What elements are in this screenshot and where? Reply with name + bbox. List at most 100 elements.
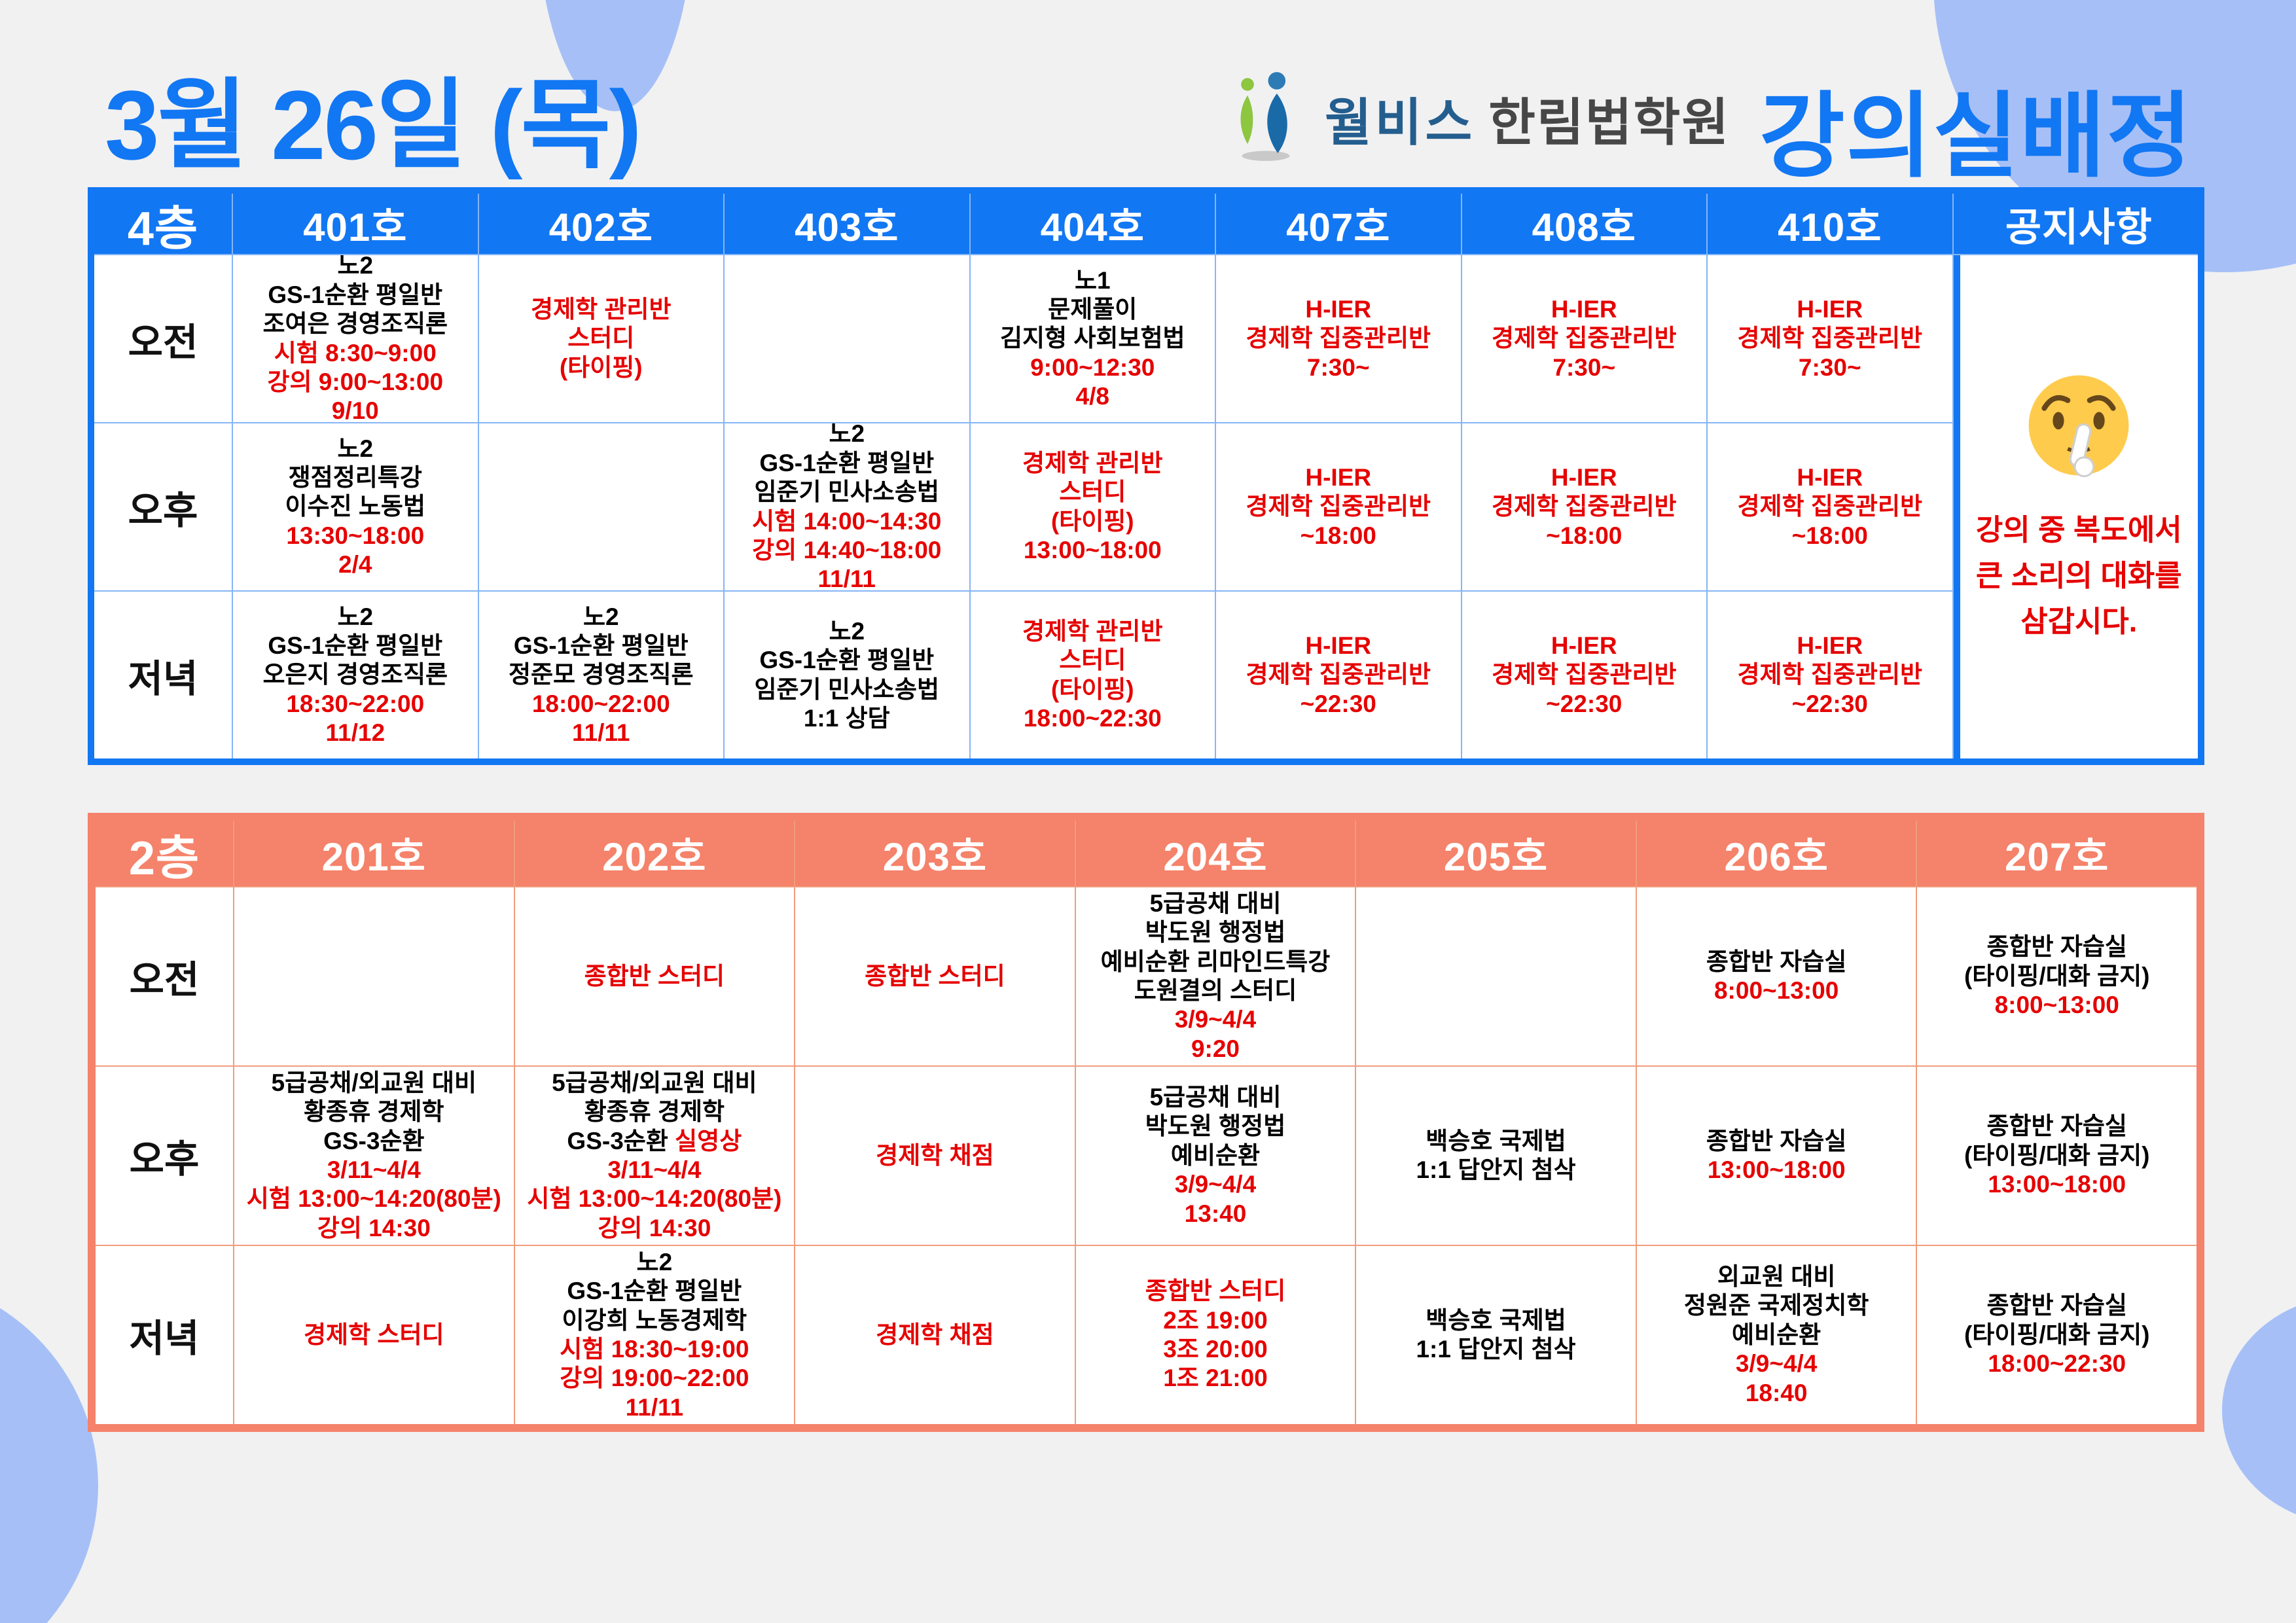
- row-label-오전: 오전: [94, 255, 232, 422]
- room-header-206호: 206호: [1636, 821, 1916, 886]
- notice-line: 삼갑시다.: [2020, 604, 2138, 638]
- schedule-line: ~18:00: [1300, 522, 1376, 549]
- schedule-line: GS-1순환 평일반: [759, 647, 935, 674]
- notice-header: 공지사항: [1953, 194, 2198, 254]
- schedule-line: (타이핑): [1050, 507, 1134, 535]
- schedule-line: 황종휴 경제학: [304, 1098, 444, 1126]
- room-header-407호: 407호: [1216, 194, 1461, 254]
- schedule-line: 노2: [829, 423, 865, 448]
- schedule-line: 9:00~12:30: [1030, 353, 1155, 381]
- schedule-line: 18:00~22:30: [1988, 1350, 2126, 1378]
- schedule-line: 강의 14:30: [317, 1214, 431, 1241]
- row-label-오후: 오후: [96, 1067, 233, 1245]
- schedule-line: ~22:30: [1300, 690, 1376, 717]
- date-title: 3월 26일 (목): [105, 70, 642, 180]
- schedule-line: 노2: [337, 603, 374, 630]
- page-title: 강의실배정: [1759, 84, 2194, 188]
- schedule-line: 임준기 민사소송법: [754, 478, 940, 506]
- schedule-line: 경제학 채점: [876, 1321, 994, 1348]
- schedule-line: H-IER: [1551, 463, 1617, 491]
- schedule-line: 종합반 자습실: [1986, 1113, 2127, 1140]
- decor-circle-right: [2222, 1296, 2296, 1525]
- schedule-line: 예비순환: [1732, 1321, 1821, 1348]
- schedule-line: H-IER: [1797, 463, 1863, 491]
- schedule-line: 5급공채/외교원 대비: [271, 1069, 477, 1096]
- schedule-line: 3/11~4/4: [327, 1156, 421, 1183]
- room-header-401호: 401호: [233, 194, 478, 254]
- schedule-line: GS-1순환 평일반: [268, 632, 443, 659]
- schedule-line: 1:1 답안지 첨삭: [1416, 1336, 1576, 1363]
- schedule-cell-f4-402호-저녁: 노2 GS-1순환 평일반 정준모 경영조직론 18:00~22:00 11/11: [478, 592, 723, 758]
- schedule-line: GS-1순환 평일반: [567, 1277, 742, 1305]
- floor2-schedule-table: 2층 201호 202호 203호 204호 205호 206호 207호 오전 종합반 스터디 종…: [88, 813, 2204, 1432]
- schedule-line: ~18:00: [1791, 522, 1868, 549]
- row-label-오후: 오후: [94, 423, 232, 590]
- schedule-line: 7:30~: [1306, 353, 1370, 381]
- schedule-line: 2/4: [338, 551, 372, 579]
- schedule-line: 경제학 집중관리반: [1491, 493, 1677, 520]
- schedule-line: 노2: [583, 603, 619, 630]
- schedule-line: H-IER: [1797, 632, 1863, 659]
- schedule-line: 조여은 경영조직론: [262, 310, 448, 338]
- schedule-cell-f2-207호-오후: 종합반 자습실 (타이핑/대화 금지) 13:00~18:00: [1917, 1067, 2197, 1245]
- schedule-line: 5급공채 대비: [1149, 889, 1282, 917]
- schedule-line: 노2: [636, 1248, 673, 1275]
- schedule-cell-f4-404호-오전: 노1 문제풀이 김지형 사회보험법 9:00~12:30 4/8: [970, 255, 1215, 422]
- room-header-204호: 204호: [1075, 821, 1355, 886]
- schedule-line: 경제학 집중관리반: [1246, 325, 1431, 352]
- schedule-line: 박도원 행정법: [1145, 1113, 1286, 1140]
- row-label-저녁: 저녁: [96, 1246, 233, 1424]
- schedule-line: 13:30~18:00: [286, 522, 425, 549]
- schedule-cell-f2-207호-오전: 종합반 자습실 (타이핑/대화 금지) 8:00~13:00: [1917, 887, 2197, 1065]
- schedule-line: (타이핑/대화 금지): [1964, 1321, 2150, 1348]
- schedule-line: 시험 14:00~14:30: [752, 507, 942, 535]
- f4-floor-label: 4층: [94, 194, 232, 255]
- schedule-line-segment: GS-3순환: [567, 1127, 675, 1154]
- schedule-line: 2조 19:00: [1163, 1306, 1268, 1334]
- schedule-line: 예비순환 리마인드특강: [1100, 948, 1331, 975]
- schedule-line: 시험 13:00~14:20(80분): [246, 1185, 501, 1213]
- schedule-line: GS-1순환 평일반: [759, 449, 935, 476]
- schedule-line: 경제학 집중관리반: [1246, 493, 1431, 520]
- schedule-cell-f2-202호-오전: 종합반 스터디: [514, 887, 795, 1065]
- schedule-line: 11/11: [625, 1393, 684, 1421]
- schedule-line: 경제학 스터디: [304, 1321, 444, 1348]
- schedule-cell-f2-207호-저녁: 종합반 자습실 (타이핑/대화 금지) 18:00~22:30: [1917, 1246, 2197, 1424]
- schedule-line: 1조 21:00: [1163, 1364, 1268, 1392]
- schedule-cell-f2-201호-오전: [234, 887, 514, 1065]
- schedule-line: 경제학 집중관리반: [1491, 325, 1677, 352]
- notice-cell: 강의 중 복도에서 큰 소리의 대화를 삼갑시다.: [1953, 255, 2198, 758]
- schedule-cell-f2-206호-오전: 종합반 자습실 8:00~13:00: [1636, 887, 1916, 1065]
- schedule-cell-f4-401호-오전: 노2 GS-1순환 평일반 조여은 경영조직론 시험 8:30~9:00 강의 9:00…: [233, 255, 478, 422]
- schedule-line: 강의 9:00~13:00: [267, 368, 444, 395]
- schedule-line: 정원준 국제정치학: [1683, 1292, 1869, 1319]
- schedule-line: 경제학 집중관리반: [1491, 661, 1677, 688]
- schedule-cell-f4-407호-오전: H-IER 경제학 집중관리반 7:30~: [1216, 255, 1461, 422]
- schedule-cell-f4-403호-오전: [725, 255, 969, 422]
- schedule-cell-f4-404호-오후: 경제학 관리반 스터디 (타이핑) 13:00~18:00: [970, 423, 1215, 590]
- schedule-cell-f4-404호-저녁: 경제학 관리반 스터디 (타이핑) 18:00~22:30: [970, 592, 1215, 758]
- schedule-cell-f4-401호-저녁: 노2 GS-1순환 평일반 오은지 경영조직론 18:30~22:00 11/12: [233, 592, 478, 758]
- schedule-line: H-IER: [1797, 295, 1863, 323]
- schedule-line: 13:40: [1184, 1200, 1247, 1227]
- schedule-line: 황종휴 경제학: [584, 1098, 725, 1126]
- room-header-203호: 203호: [795, 821, 1075, 886]
- row-label-저녁: 저녁: [94, 592, 232, 758]
- schedule-line: 9:20: [1191, 1035, 1240, 1062]
- schedule-cell-f4-407호-저녁: H-IER 경제학 집중관리반 ~22:30: [1216, 592, 1461, 758]
- schedule-cell-f4-401호-오후: 노2 쟁점정리특강 이수진 노동법 13:30~18:00 2/4: [233, 423, 478, 590]
- schedule-line: 김지형 사회보험법: [999, 325, 1185, 352]
- schedule-line: 7:30~: [1798, 353, 1861, 381]
- room-header-201호: 201호: [234, 821, 514, 886]
- room-header-205호: 205호: [1356, 821, 1636, 886]
- room-header-410호: 410호: [1708, 194, 1952, 254]
- schedule-line: 시험 8:30~9:00: [274, 339, 437, 366]
- schedule-line: H-IER: [1305, 632, 1372, 659]
- schedule-line: ~22:30: [1546, 690, 1623, 717]
- schedule-line: 노2: [337, 255, 374, 279]
- schedule-line: GS-1순환 평일반: [513, 632, 689, 659]
- schedule-line: 백승호 국제법: [1426, 1127, 1566, 1154]
- schedule-cell-f2-203호-저녁: 경제학 채점: [795, 1246, 1075, 1424]
- schedule-line: H-IER: [1305, 463, 1372, 491]
- schedule-line: 3조 20:00: [1163, 1336, 1268, 1363]
